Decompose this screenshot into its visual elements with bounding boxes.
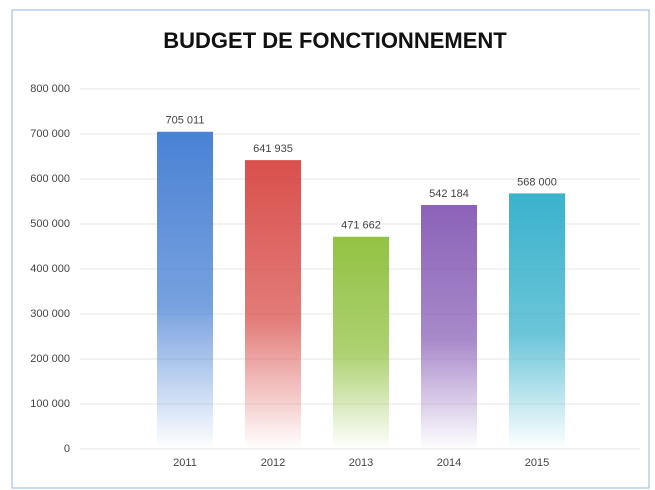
y-tick-label: 300 000 [30,308,70,320]
x-tick-label: 2015 [525,457,549,469]
x-tick-label: 2013 [349,457,373,469]
y-tick-label: 100 000 [30,398,70,410]
value-label: 542 184 [429,188,469,200]
x-tick-label: 2012 [261,457,285,469]
x-tick-label: 2011 [173,457,197,469]
value-label: 705 011 [166,115,205,127]
y-tick-label: 800 000 [30,83,70,95]
y-tick-label: 500 000 [30,218,70,230]
value-label: 568 000 [517,176,557,188]
y-tick-label: 700 000 [30,128,70,140]
bar [157,131,213,449]
y-tick-label: 0 [64,443,70,455]
value-label: 471 662 [341,220,381,232]
y-tick-label: 200 000 [30,353,70,365]
value-label: 641 935 [253,143,293,155]
bar [245,160,301,449]
y-tick-label: 600 000 [30,173,70,185]
x-tick-label: 2014 [437,457,461,469]
bar [333,236,389,449]
frame [11,9,650,489]
bar [509,193,565,449]
bar [421,205,477,449]
chart-title: BUDGET DE FONCTIONNEMENT [163,28,507,53]
y-tick-label: 400 000 [30,263,70,275]
